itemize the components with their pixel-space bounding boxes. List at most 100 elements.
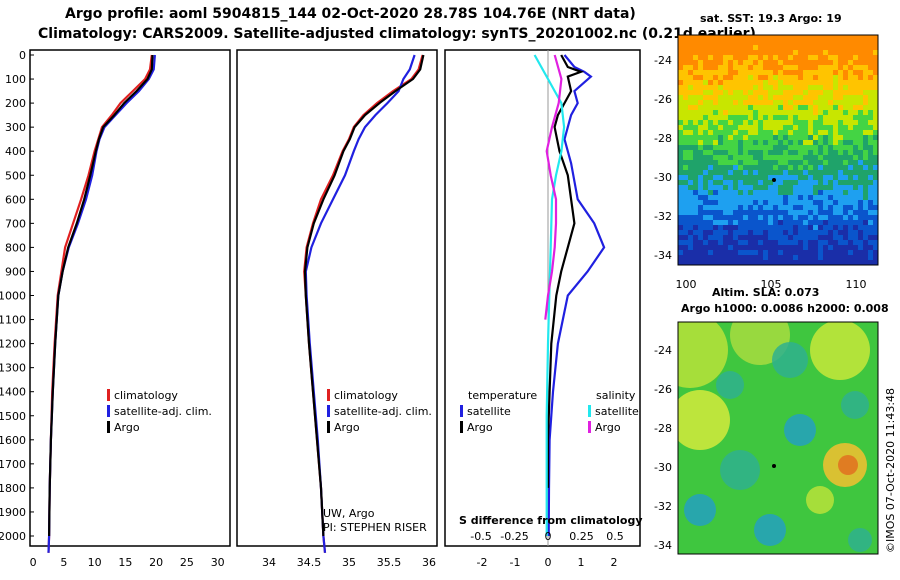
sst-cell: [728, 245, 734, 251]
sst-cell: [798, 150, 804, 156]
sst-cell: [853, 205, 859, 211]
sst-cell: [863, 105, 869, 111]
sst-cell: [838, 200, 844, 206]
sst-cell: [778, 235, 784, 241]
sst-cell: [833, 90, 839, 96]
sst-cell: [753, 205, 759, 211]
series-salinity-argo: [544, 54, 563, 320]
sst-cell: [818, 245, 824, 251]
sst-cell: [743, 40, 749, 46]
sst-cell: [738, 145, 744, 151]
sst-cell: [693, 40, 699, 46]
sst-cell: [733, 95, 739, 101]
sst-cell: [798, 160, 804, 166]
sst-cell: [833, 145, 839, 151]
sst-cell: [853, 50, 859, 56]
sst-cell: [813, 90, 819, 96]
sst-cell: [798, 225, 804, 231]
sst-cell: [758, 135, 764, 141]
sst-cell: [678, 245, 684, 251]
sst-cell: [828, 170, 834, 176]
sst-cell: [828, 195, 834, 201]
sst-cell: [693, 50, 699, 56]
sst-cell: [788, 115, 794, 121]
sst-cell: [783, 185, 789, 191]
sst-cell: [873, 35, 879, 41]
sst-cell: [688, 120, 694, 126]
sst-cell: [853, 175, 859, 181]
sst-cell: [803, 150, 809, 156]
sst-cell: [818, 35, 824, 41]
sst-cell: [783, 110, 789, 116]
sst-cell: [688, 205, 694, 211]
sst-cell: [868, 65, 874, 71]
sst-cell: [738, 205, 744, 211]
sst-cell: [848, 240, 854, 246]
sst-cell: [723, 130, 729, 136]
sst-cell: [693, 155, 699, 161]
sst-cell: [713, 95, 719, 101]
sst-cell: [728, 190, 734, 196]
sst-cell: [693, 115, 699, 121]
sst-cell: [848, 180, 854, 186]
temperature-panel-frame: [29, 49, 231, 547]
sst-cell: [723, 250, 729, 256]
sst-cell: [683, 250, 689, 256]
sst-cell: [768, 85, 774, 91]
sst-cell: [683, 145, 689, 151]
sst-cell: [688, 110, 694, 116]
sst-cell: [748, 170, 754, 176]
sst-cell: [738, 105, 744, 111]
sst-cell: [753, 85, 759, 91]
sla-blob: [838, 455, 858, 475]
sst-cell: [833, 50, 839, 56]
sst-cell: [718, 250, 724, 256]
sst-cell: [763, 195, 769, 201]
sst-cell: [823, 160, 829, 166]
sst-cell: [773, 105, 779, 111]
sst-cell: [808, 165, 814, 171]
sst-cell: [733, 130, 739, 136]
sst-cell: [678, 135, 684, 141]
sst-cell: [733, 70, 739, 76]
sst-cell: [868, 235, 874, 241]
sst-cell: [868, 230, 874, 236]
sst-cell: [698, 55, 704, 61]
salinity-x-tick-label: 34.5: [297, 556, 322, 569]
sst-cell: [773, 90, 779, 96]
sst-cell: [738, 90, 744, 96]
sst-cell: [768, 110, 774, 116]
sst-cell: [843, 220, 849, 226]
sst-cell: [713, 135, 719, 141]
sst-cell: [723, 200, 729, 206]
sst-cell: [738, 135, 744, 141]
sst-cell: [848, 140, 854, 146]
sst-cell: [723, 175, 729, 181]
sst-cell: [798, 120, 804, 126]
sst-cell: [853, 150, 859, 156]
sst-cell: [678, 140, 684, 146]
sst-cell: [773, 170, 779, 176]
sst-cell: [728, 230, 734, 236]
sst-map-title: sat. SST: 19.3 Argo: 19: [700, 12, 842, 25]
sst-cell: [833, 40, 839, 46]
sst-cell: [718, 125, 724, 131]
sst-cell: [803, 200, 809, 206]
sst-cell: [818, 225, 824, 231]
sst-cell: [803, 105, 809, 111]
sst-cell: [823, 240, 829, 246]
sst-cell: [863, 95, 869, 101]
sst-cell: [763, 55, 769, 61]
sst-cell: [738, 115, 744, 121]
sst-cell: [718, 220, 724, 226]
sst-cell: [763, 190, 769, 196]
sst-cell: [773, 155, 779, 161]
sst-cell: [848, 65, 854, 71]
sst-cell: [708, 90, 714, 96]
sst-cell: [818, 165, 824, 171]
sst-cell: [863, 225, 869, 231]
sst-cell: [748, 210, 754, 216]
sst-cell: [758, 125, 764, 131]
sst-cell: [853, 240, 859, 246]
